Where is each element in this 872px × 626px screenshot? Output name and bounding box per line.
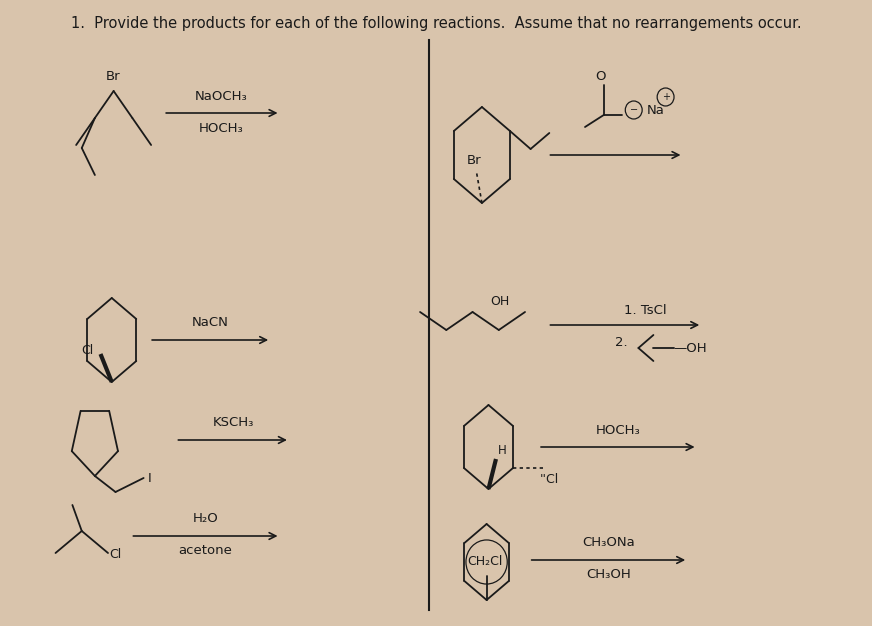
Text: CH₃ONa: CH₃ONa: [582, 536, 635, 550]
Text: 2.: 2.: [615, 336, 628, 349]
Text: KSCH₃: KSCH₃: [213, 416, 255, 429]
Text: H₂O: H₂O: [193, 511, 218, 525]
Text: 1.  Provide the products for each of the following reactions.  Assume that no re: 1. Provide the products for each of the …: [71, 16, 801, 31]
Text: +: +: [662, 92, 670, 102]
Text: CH₃OH: CH₃OH: [586, 568, 630, 580]
Text: HOCH₃: HOCH₃: [596, 424, 640, 436]
Text: Br: Br: [106, 71, 120, 83]
Text: Br: Br: [467, 155, 481, 168]
Text: HOCH₃: HOCH₃: [199, 121, 244, 135]
Text: —OH: —OH: [673, 342, 706, 354]
Text: acetone: acetone: [179, 545, 233, 558]
Text: NaOCH₃: NaOCH₃: [195, 90, 248, 103]
Text: ''Cl: ''Cl: [539, 473, 558, 486]
Text: Na: Na: [647, 103, 664, 116]
Text: Cl: Cl: [109, 548, 121, 562]
Text: 1. TsCl: 1. TsCl: [624, 304, 667, 317]
Text: −: −: [630, 105, 637, 115]
Text: O: O: [596, 69, 606, 83]
Text: CH₂Cl: CH₂Cl: [467, 555, 502, 568]
Text: H: H: [498, 444, 507, 458]
Text: OH: OH: [490, 295, 509, 308]
Text: I: I: [147, 471, 151, 485]
Text: Cl: Cl: [81, 344, 93, 356]
Text: NaCN: NaCN: [192, 317, 228, 329]
